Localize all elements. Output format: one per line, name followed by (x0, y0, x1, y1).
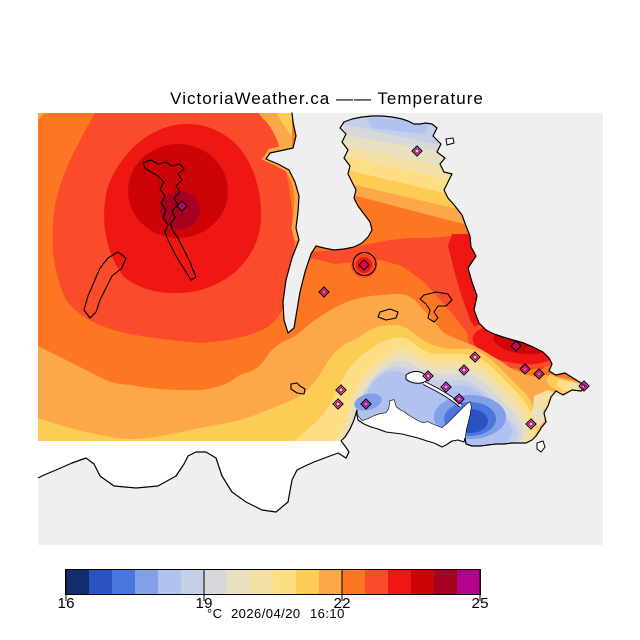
svg-text:16: 16 (58, 595, 75, 612)
svg-text:16:10: 16:10 (310, 606, 345, 621)
svg-text:19: 19 (196, 595, 213, 612)
svg-text:2026/04/20: 2026/04/20 (231, 606, 301, 621)
svg-text:25: 25 (472, 595, 489, 612)
svg-text:22: 22 (334, 595, 351, 612)
svg-text:°C: °C (207, 606, 222, 621)
